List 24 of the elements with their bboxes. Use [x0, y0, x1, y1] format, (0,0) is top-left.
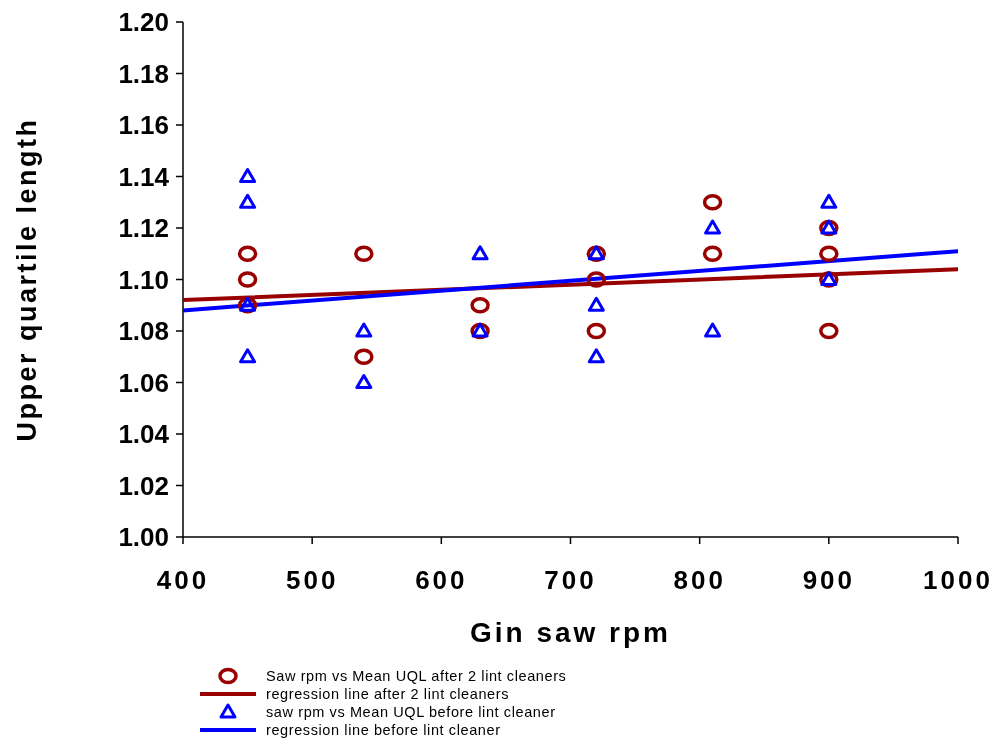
y-tick-label: 1.08: [118, 316, 169, 347]
y-tick-label: 1.00: [118, 522, 169, 553]
y-tick-label: 1.10: [118, 264, 169, 295]
y-tick-label: 1.20: [118, 7, 169, 38]
x-tick-label: 1000: [923, 565, 993, 595]
y-tick-label: 1.04: [118, 419, 170, 450]
x-axis-title: Gin saw rpm: [469, 617, 672, 648]
y-tick-label: 1.06: [118, 367, 169, 398]
y-axis-title: Upper quartile length: [12, 117, 42, 442]
legend-label: saw rpm vs Mean UQL before lint cleaner: [266, 704, 556, 721]
y-tick-label: 1.16: [118, 110, 169, 141]
x-tick-label: 700: [544, 565, 597, 595]
x-tick-label: 500: [285, 565, 339, 595]
legend-label: regression line after 2 lint cleaners: [266, 686, 510, 703]
y-tick-label: 1.02: [118, 470, 169, 501]
legend-label: Saw rpm vs Mean UQL after 2 lint cleaners: [266, 668, 567, 685]
y-tick-label: 1.18: [118, 58, 169, 89]
x-tick-label: 900: [802, 565, 856, 595]
x-tick-label: 600: [415, 565, 468, 595]
x-tick-label: 400: [156, 565, 210, 595]
y-tick-label: 1.12: [118, 213, 169, 244]
legend-label: regression line before lint cleaner: [266, 722, 501, 739]
y-tick-label: 1.14: [118, 161, 170, 192]
x-tick-label: 800: [673, 565, 726, 595]
